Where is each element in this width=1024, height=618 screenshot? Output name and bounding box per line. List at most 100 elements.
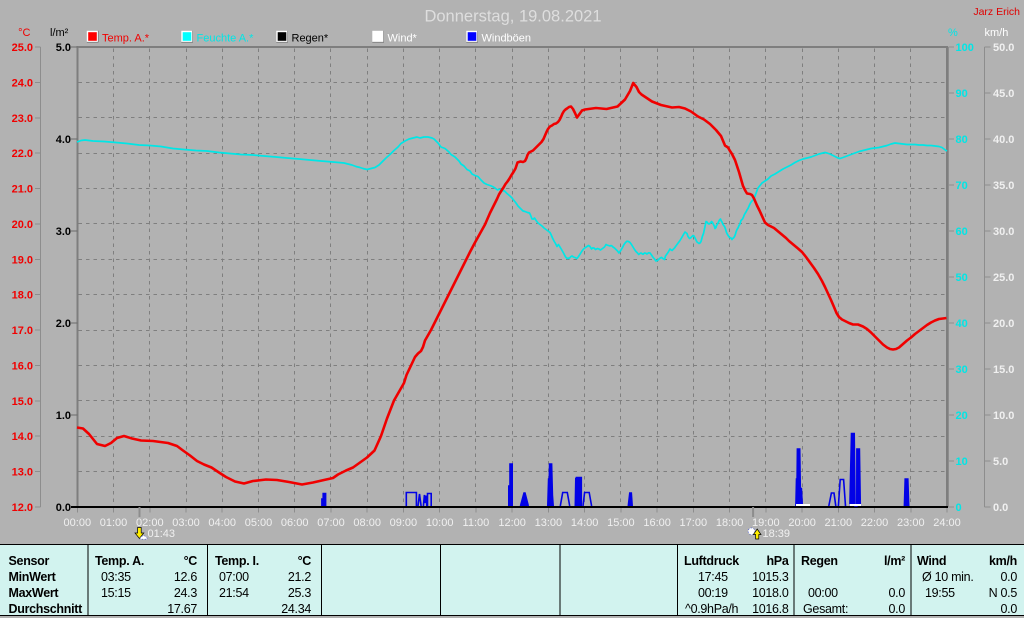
svg-text:3.0: 3.0 — [56, 226, 71, 238]
svg-text:16.0: 16.0 — [12, 361, 33, 373]
svg-text:45.0: 45.0 — [993, 88, 1014, 100]
svg-text:Luftdruck: Luftdruck — [684, 554, 739, 568]
svg-text:13.0: 13.0 — [12, 467, 33, 479]
svg-text:5.0: 5.0 — [993, 456, 1008, 468]
svg-text:0.0: 0.0 — [889, 602, 906, 616]
svg-text:25.3: 25.3 — [288, 586, 311, 600]
svg-text:16:00: 16:00 — [643, 517, 671, 529]
svg-text:21:00: 21:00 — [825, 517, 853, 529]
svg-text:15.0: 15.0 — [993, 364, 1014, 376]
svg-text:24.34: 24.34 — [281, 602, 311, 616]
svg-text:07:00: 07:00 — [317, 517, 345, 529]
svg-text:Donnerstag, 19.08.2021: Donnerstag, 19.08.2021 — [424, 8, 601, 26]
svg-text:23:00: 23:00 — [897, 517, 925, 529]
svg-text:%: % — [948, 27, 958, 39]
svg-text:25.0: 25.0 — [12, 42, 33, 54]
svg-text:Regen: Regen — [801, 554, 838, 568]
svg-text:°C: °C — [184, 554, 198, 568]
svg-text:0.0: 0.0 — [56, 502, 71, 514]
svg-text:21.2: 21.2 — [288, 570, 311, 584]
svg-text:Sensor: Sensor — [9, 554, 50, 568]
svg-text:24.3: 24.3 — [174, 586, 197, 600]
svg-text:17:00: 17:00 — [680, 517, 708, 529]
svg-text:0: 0 — [956, 502, 962, 514]
svg-text:13:00: 13:00 — [535, 517, 563, 529]
svg-text:09:00: 09:00 — [390, 517, 418, 529]
svg-text:20: 20 — [956, 410, 968, 422]
svg-text:°C: °C — [18, 27, 30, 39]
svg-text:17.67: 17.67 — [167, 602, 197, 616]
svg-text:50.0: 50.0 — [993, 42, 1014, 54]
svg-text:l/m²: l/m² — [884, 554, 905, 568]
svg-text:km/h: km/h — [985, 27, 1009, 39]
svg-text:24:00: 24:00 — [933, 517, 961, 529]
svg-text:30.0: 30.0 — [993, 226, 1014, 238]
svg-text:10:00: 10:00 — [426, 517, 454, 529]
svg-text:Temp. I.: Temp. I. — [215, 554, 259, 568]
svg-text:15:15: 15:15 — [101, 586, 131, 600]
svg-text:18.0: 18.0 — [12, 290, 33, 302]
svg-text:Gesamt:: Gesamt: — [803, 602, 848, 616]
svg-text:0.0: 0.0 — [993, 502, 1008, 514]
svg-text:1016.8: 1016.8 — [752, 602, 789, 616]
svg-text:80: 80 — [956, 134, 968, 146]
svg-text:100: 100 — [956, 42, 974, 54]
svg-text:03:35: 03:35 — [101, 570, 131, 584]
svg-text:07:00: 07:00 — [219, 570, 249, 584]
svg-text:06:00: 06:00 — [281, 517, 309, 529]
svg-text:22:00: 22:00 — [861, 517, 889, 529]
svg-text:km/h: km/h — [989, 554, 1017, 568]
svg-text:1018.0: 1018.0 — [752, 586, 789, 600]
svg-text:15.0: 15.0 — [12, 396, 33, 408]
svg-text:00:19: 00:19 — [698, 586, 728, 600]
svg-text:25.0: 25.0 — [993, 272, 1014, 284]
svg-text:20.0: 20.0 — [12, 219, 33, 231]
svg-text:Wind: Wind — [917, 554, 946, 568]
svg-text:Jarz Erich: Jarz Erich — [973, 6, 1020, 18]
svg-text:20:00: 20:00 — [788, 517, 816, 529]
svg-text:^0.9hPa/h: ^0.9hPa/h — [685, 602, 739, 616]
svg-text:Ø 10 min.: Ø 10 min. — [922, 570, 974, 584]
svg-text:1015.3: 1015.3 — [752, 570, 789, 584]
svg-text:22.0: 22.0 — [12, 148, 33, 160]
svg-text:19.0: 19.0 — [12, 254, 33, 266]
svg-text:70: 70 — [956, 180, 968, 192]
svg-text:21:54: 21:54 — [219, 586, 249, 600]
svg-text:hPa: hPa — [766, 554, 789, 568]
svg-text:30: 30 — [956, 364, 968, 376]
svg-text:00:00: 00:00 — [808, 586, 838, 600]
svg-text:Temp. A.*: Temp. A.* — [102, 33, 150, 45]
svg-text:Durchschnitt: Durchschnitt — [9, 602, 84, 616]
svg-text:02:00: 02:00 — [136, 517, 164, 529]
svg-text:2.0: 2.0 — [56, 318, 71, 330]
svg-text:40.0: 40.0 — [993, 134, 1014, 146]
svg-text:MaxWert: MaxWert — [9, 586, 60, 600]
svg-text:15:00: 15:00 — [607, 517, 635, 529]
svg-text:Temp. A.: Temp. A. — [95, 554, 144, 568]
svg-text:N 0.5: N 0.5 — [989, 586, 1018, 600]
svg-text:17.0: 17.0 — [12, 325, 33, 337]
svg-text:60: 60 — [956, 226, 968, 238]
svg-text:10.0: 10.0 — [993, 410, 1014, 422]
svg-text:35.0: 35.0 — [993, 180, 1014, 192]
svg-text:5.0: 5.0 — [56, 42, 71, 54]
svg-text:Wind*: Wind* — [388, 33, 418, 45]
svg-text:18:00: 18:00 — [716, 517, 744, 529]
svg-text:24.0: 24.0 — [12, 77, 33, 89]
svg-text:04:00: 04:00 — [208, 517, 236, 529]
svg-text:0.0: 0.0 — [1001, 602, 1018, 616]
svg-text:12:00: 12:00 — [498, 517, 526, 529]
svg-text:11:00: 11:00 — [463, 517, 490, 529]
svg-text:Regen*: Regen* — [292, 33, 329, 45]
svg-text:17:45: 17:45 — [698, 570, 728, 584]
svg-text:1.0: 1.0 — [56, 410, 71, 422]
svg-text:03:00: 03:00 — [172, 517, 200, 529]
svg-text:01:00: 01:00 — [100, 517, 128, 529]
svg-text:12.0: 12.0 — [12, 502, 33, 514]
svg-text:90: 90 — [956, 88, 968, 100]
svg-text:19:55: 19:55 — [925, 586, 955, 600]
svg-text:4.0: 4.0 — [56, 134, 71, 146]
svg-text:14.0: 14.0 — [12, 431, 33, 443]
svg-text:21.0: 21.0 — [12, 184, 33, 196]
svg-text:Feuchte A.*: Feuchte A.* — [197, 33, 255, 45]
